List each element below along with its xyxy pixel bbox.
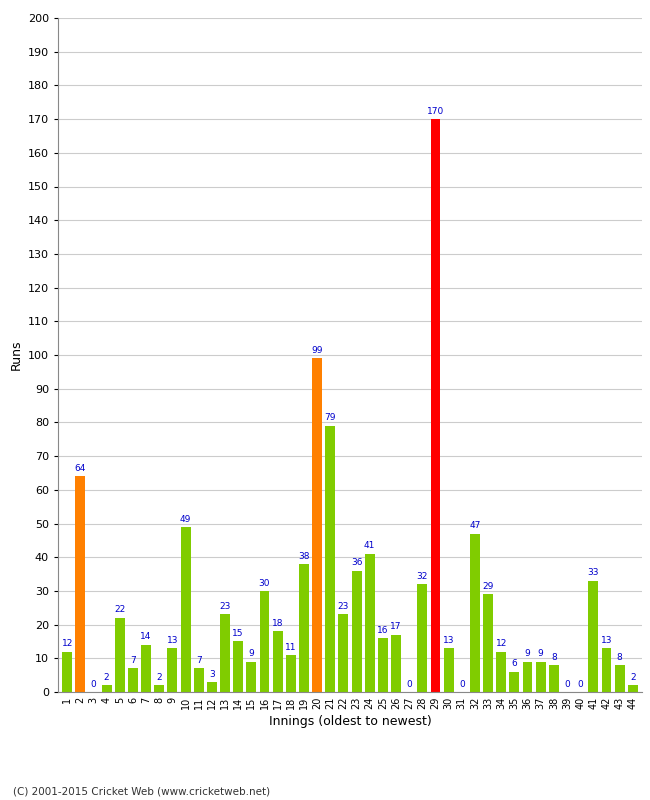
Bar xyxy=(181,527,190,692)
Text: 12: 12 xyxy=(495,639,507,648)
Text: 64: 64 xyxy=(75,464,86,473)
Bar xyxy=(601,648,612,692)
Bar xyxy=(365,554,374,692)
X-axis label: Innings (oldest to newest): Innings (oldest to newest) xyxy=(268,715,432,728)
Bar xyxy=(194,669,203,692)
Text: 7: 7 xyxy=(196,656,202,665)
Text: 30: 30 xyxy=(259,578,270,587)
Text: (C) 2001-2015 Cricket Web (www.cricketweb.net): (C) 2001-2015 Cricket Web (www.cricketwe… xyxy=(13,786,270,796)
Bar xyxy=(312,358,322,692)
Bar xyxy=(246,662,256,692)
Text: 22: 22 xyxy=(114,606,125,614)
Bar xyxy=(168,648,177,692)
Text: 9: 9 xyxy=(525,650,530,658)
Text: 14: 14 xyxy=(140,633,152,642)
Bar xyxy=(220,614,230,692)
Bar xyxy=(339,614,348,692)
Text: 170: 170 xyxy=(427,106,444,116)
Text: 9: 9 xyxy=(248,650,254,658)
Text: 36: 36 xyxy=(351,558,362,567)
Bar xyxy=(444,648,454,692)
Bar xyxy=(378,638,388,692)
Text: 7: 7 xyxy=(130,656,136,665)
Text: 29: 29 xyxy=(482,582,494,591)
Bar xyxy=(286,655,296,692)
Text: 32: 32 xyxy=(417,572,428,581)
Bar xyxy=(207,682,217,692)
Text: 0: 0 xyxy=(577,680,583,689)
Text: 49: 49 xyxy=(180,514,191,523)
Text: 17: 17 xyxy=(390,622,402,631)
Bar xyxy=(273,631,283,692)
Bar xyxy=(483,594,493,692)
Text: 33: 33 xyxy=(588,569,599,578)
Text: 47: 47 xyxy=(469,522,480,530)
Bar xyxy=(588,581,598,692)
Text: 15: 15 xyxy=(233,629,244,638)
Text: 0: 0 xyxy=(564,680,570,689)
Bar xyxy=(430,119,441,692)
Bar xyxy=(233,642,243,692)
Text: 99: 99 xyxy=(311,346,323,355)
Bar xyxy=(154,686,164,692)
Bar xyxy=(326,426,335,692)
Text: 9: 9 xyxy=(538,650,543,658)
Text: 6: 6 xyxy=(512,659,517,669)
Text: 13: 13 xyxy=(166,636,178,645)
Text: 2: 2 xyxy=(630,673,636,682)
Text: 13: 13 xyxy=(443,636,454,645)
Text: 41: 41 xyxy=(364,542,376,550)
Text: 8: 8 xyxy=(617,653,623,662)
Bar xyxy=(523,662,532,692)
Bar xyxy=(62,651,72,692)
Text: 8: 8 xyxy=(551,653,557,662)
Bar xyxy=(628,686,638,692)
Bar xyxy=(259,591,270,692)
Text: 12: 12 xyxy=(62,639,73,648)
Bar xyxy=(470,534,480,692)
Bar xyxy=(497,651,506,692)
Bar xyxy=(102,686,112,692)
Text: 3: 3 xyxy=(209,670,215,678)
Text: 0: 0 xyxy=(459,680,465,689)
Bar xyxy=(299,564,309,692)
Text: 38: 38 xyxy=(298,551,309,561)
Bar xyxy=(75,476,85,692)
Bar xyxy=(417,584,427,692)
Bar xyxy=(391,634,401,692)
Bar xyxy=(352,570,361,692)
Text: 13: 13 xyxy=(601,636,612,645)
Bar xyxy=(128,669,138,692)
Text: 0: 0 xyxy=(90,680,96,689)
Y-axis label: Runs: Runs xyxy=(9,340,22,370)
Text: 2: 2 xyxy=(104,673,109,682)
Bar xyxy=(615,665,625,692)
Bar xyxy=(115,618,125,692)
Text: 18: 18 xyxy=(272,619,283,628)
Bar xyxy=(536,662,545,692)
Text: 16: 16 xyxy=(377,626,389,634)
Bar xyxy=(141,645,151,692)
Text: 11: 11 xyxy=(285,642,296,651)
Text: 79: 79 xyxy=(324,414,336,422)
Bar xyxy=(549,665,559,692)
Text: 23: 23 xyxy=(338,602,349,611)
Text: 23: 23 xyxy=(219,602,231,611)
Text: 0: 0 xyxy=(406,680,412,689)
Text: 2: 2 xyxy=(157,673,162,682)
Bar xyxy=(510,672,519,692)
